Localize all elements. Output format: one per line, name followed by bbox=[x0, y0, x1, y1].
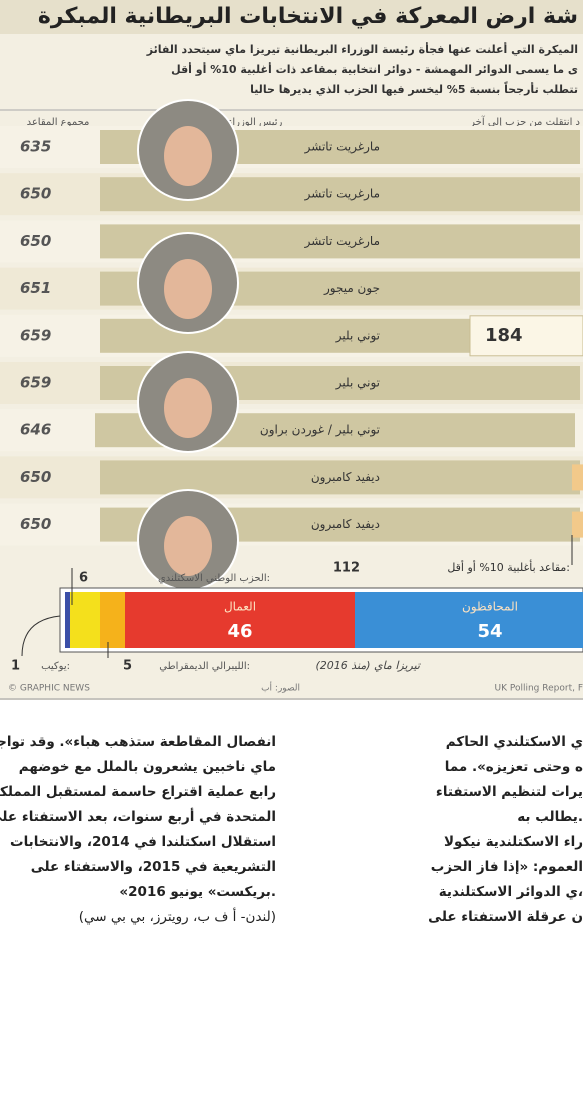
row-chip bbox=[572, 464, 583, 490]
article-line: ماي ناخبين يشعرون بالملل مع خوضهم bbox=[19, 759, 276, 775]
row-pm: توني بلير / غوردن براون bbox=[260, 423, 380, 438]
portrait-face bbox=[164, 259, 212, 319]
article-line: المتحدة في أربع سنوات، بعد الاستفتاء على bbox=[0, 808, 276, 825]
article-line: التشريعية في 2015، والاستفتاء على bbox=[31, 859, 276, 875]
row-pm: مارغريت تاتشر bbox=[304, 140, 380, 155]
article-line: ن عرقلة الاستفتاء على bbox=[428, 909, 583, 925]
page: شة ارض المعركة في الانتخابات البريطانية … bbox=[0, 0, 583, 1094]
marginal-value: 112 bbox=[333, 561, 360, 576]
article-line: العموم: «إذا فاز الحزب bbox=[431, 859, 583, 875]
row-total: 650 bbox=[20, 232, 51, 250]
party-seats: 54 bbox=[477, 621, 502, 642]
article-line: يطالب به. bbox=[517, 809, 583, 825]
party-name: المحافظون bbox=[462, 600, 518, 615]
source: UK Polling Report, F bbox=[495, 684, 583, 694]
snp-value: 6 bbox=[79, 571, 88, 586]
ld-value: 5 bbox=[123, 659, 132, 674]
article-line: رابع عملية اقتراع حاسمة لمستقبل المملكة bbox=[0, 784, 276, 800]
article-line: يرات لتنظيم الاستفتاء bbox=[436, 784, 583, 800]
article-line: (لندن- أ ف ب، رويترز، بي بي سي) bbox=[79, 907, 276, 925]
article-line: ي الدوائر الاسكتلندية، bbox=[439, 884, 583, 900]
ld-label: الليبرالي الديمقراطي: bbox=[159, 661, 250, 672]
row-chip bbox=[572, 512, 583, 538]
clipping: شة ارض المعركة في الانتخابات البريطانية … bbox=[0, 0, 583, 1094]
subtitle: الميكرة التي أعلنت عنها فجأة رئيسة الوزر… bbox=[146, 42, 578, 56]
portrait-face bbox=[164, 516, 212, 576]
party-name: العمال bbox=[224, 600, 256, 614]
row-total: 650 bbox=[20, 515, 51, 533]
article-line: ه وحتى تعزيزه». مما bbox=[445, 759, 583, 775]
row-pm: ديفيد كامبرون bbox=[311, 517, 380, 532]
article-line: راء الاسكتلندية نيكولا bbox=[444, 834, 583, 850]
row-pm: مارغريت تاتشر bbox=[304, 187, 380, 202]
row-pm: مارغريت تاتشر bbox=[304, 234, 380, 249]
row-total: 646 bbox=[20, 421, 51, 439]
row-pm: توني بلير bbox=[335, 328, 380, 343]
row-total: 650 bbox=[20, 185, 51, 203]
row-total: 650 bbox=[20, 468, 51, 486]
seat-segment bbox=[70, 592, 100, 648]
ukip-value: 1 bbox=[11, 659, 20, 674]
row-pm: توني بلير bbox=[335, 376, 380, 391]
article-line: انفصال المقاطعة ستذهب هباء». وقد تواجه bbox=[0, 734, 276, 750]
article-line: ي الاسكتلندي الحاكم bbox=[446, 734, 583, 750]
photos: الصور: أب bbox=[261, 682, 300, 694]
portrait-face bbox=[164, 126, 212, 186]
seats-caption: تيريزا ماي (منذ 2016) bbox=[315, 659, 421, 672]
row-total: 659 bbox=[20, 374, 51, 392]
portrait-face bbox=[164, 378, 212, 438]
marginal-label: مقاعد بأغلبية 10% أو أقل: bbox=[447, 559, 570, 574]
seat-segment bbox=[65, 592, 70, 648]
row-total: 659 bbox=[20, 326, 51, 344]
ukip-label: يوكيب: bbox=[41, 661, 70, 672]
row-pm: ديفيد كامبرون bbox=[311, 470, 380, 485]
seat-segment bbox=[100, 592, 125, 648]
row-pm: جون ميجور bbox=[323, 281, 380, 296]
credit: © GRAPHIC NEWS bbox=[8, 684, 90, 694]
article-line: «بريكست» يونيو 2016. bbox=[119, 884, 276, 900]
party-seats: 46 bbox=[227, 621, 252, 642]
title: شة ارض المعركة في الانتخابات البريطانية … bbox=[38, 4, 578, 29]
row-total: 651 bbox=[20, 279, 51, 297]
badge: 184 bbox=[485, 325, 523, 346]
article-line: استقلال اسكتلندا في 2014، والانتخابات bbox=[10, 834, 276, 850]
subtitle: تتطلب تأرجحاً بنسبة 5% ليخسر فيها الحزب … bbox=[250, 81, 578, 96]
snp-label: الحزب الوطني الاسكتلندي: bbox=[158, 573, 270, 584]
row-total: 635 bbox=[20, 138, 51, 156]
subtitle: ى ما يسمى الدوائر المهمشة - دوائر انتخاب… bbox=[171, 62, 578, 76]
